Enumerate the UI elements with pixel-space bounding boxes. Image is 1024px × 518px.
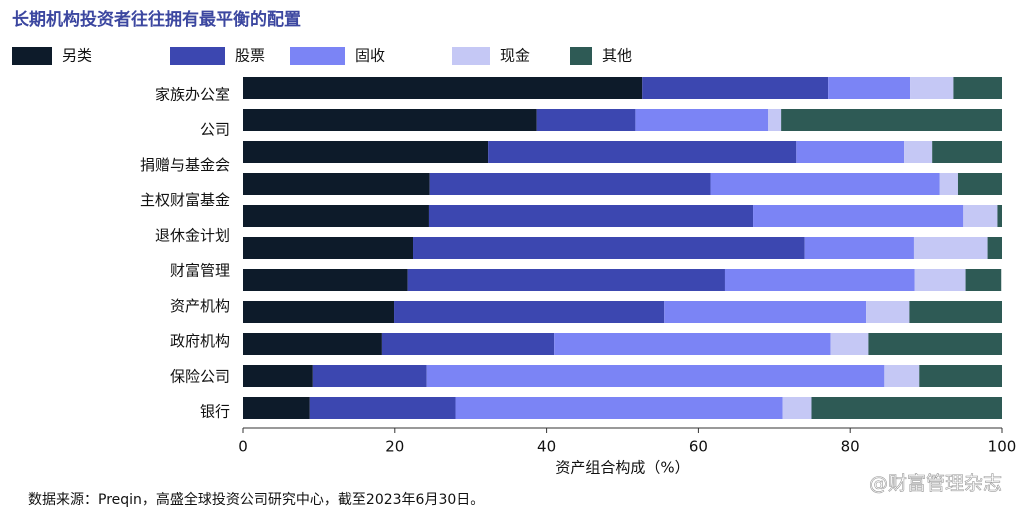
bar-segment — [642, 77, 829, 99]
bar-segment — [554, 333, 831, 355]
x-tick-label: 60 — [689, 438, 708, 456]
watermark: @财富管理杂志 — [869, 473, 1002, 495]
bar-segment — [426, 365, 885, 387]
legend-label: 股票 — [235, 47, 265, 65]
legend-swatch — [170, 47, 225, 65]
bar-segment — [868, 333, 1002, 355]
bar-segment — [243, 173, 430, 195]
bar-segment — [866, 301, 910, 323]
bar-segment — [243, 397, 310, 419]
x-tick-label: 40 — [537, 438, 556, 456]
bar-segment — [488, 141, 797, 163]
bar-segment — [910, 77, 954, 99]
y-tick-label: 公司 — [200, 121, 230, 139]
bar-segment — [243, 205, 429, 227]
bar-segment — [953, 77, 1002, 99]
bar-segment — [635, 109, 769, 131]
bar-segment — [919, 365, 1002, 387]
bar-segment — [243, 269, 408, 291]
bar-segment — [932, 141, 1002, 163]
source: 数据来源：Preqin，高盛全球投资公司研究中心，截至2023年6月30日。 — [28, 491, 484, 508]
y-tick-label: 家族办公室 — [155, 86, 230, 104]
bar-segment — [768, 109, 782, 131]
legend-swatch — [290, 47, 345, 65]
bar-segment — [909, 301, 1002, 323]
bar-segment — [243, 141, 489, 163]
bar-segment — [963, 205, 998, 227]
bar-segment — [536, 109, 636, 131]
legend-label: 现金 — [500, 47, 530, 65]
bar-segment — [429, 173, 711, 195]
legend-swatch — [12, 47, 52, 65]
bar-segment — [394, 301, 665, 323]
bar-segment — [664, 301, 867, 323]
bar-segment — [407, 269, 725, 291]
x-axis-label: 资产组合构成（%） — [555, 459, 689, 477]
bar-segment — [243, 77, 643, 99]
bar-segment — [957, 173, 1002, 195]
y-tick-label: 资产机构 — [170, 297, 230, 315]
bar-segment — [811, 397, 1002, 419]
bar-segment — [914, 269, 966, 291]
bar-segment — [455, 397, 783, 419]
y-tick-label: 保险公司 — [170, 367, 230, 385]
bar-segment — [939, 173, 958, 195]
x-tick-label: 100 — [988, 438, 1017, 456]
bar-segment — [782, 397, 812, 419]
y-tick-label: 政府机构 — [170, 332, 230, 350]
bar-segment — [913, 237, 988, 259]
bar-segment — [781, 109, 1002, 131]
bar-segment — [965, 269, 1002, 291]
bar-segment — [884, 365, 920, 387]
y-tick-label: 财富管理 — [170, 262, 230, 280]
bar-segment — [243, 365, 313, 387]
bar-segment — [243, 333, 382, 355]
legend-swatch — [452, 47, 490, 65]
x-tick-label: 0 — [238, 438, 248, 456]
bar-segment — [243, 109, 537, 131]
x-tick-label: 20 — [385, 438, 404, 456]
x-tick-label: 80 — [841, 438, 860, 456]
bar-segment — [312, 365, 427, 387]
bar-segment — [428, 205, 754, 227]
legend-label: 固收 — [355, 47, 385, 65]
y-tick-label: 捐赠与基金会 — [140, 156, 230, 174]
legend-swatch — [570, 47, 592, 65]
bar-segment — [243, 237, 414, 259]
bar-segment — [753, 205, 964, 227]
bar-segment — [710, 173, 940, 195]
bar-segment — [309, 397, 456, 419]
y-tick-label: 银行 — [200, 403, 230, 421]
bar-segment — [904, 141, 933, 163]
chart-title: 长期机构投资者往往拥有最平衡的配置 — [12, 9, 301, 30]
bar-segment — [804, 237, 914, 259]
bar-segment — [413, 237, 805, 259]
bar-segment — [796, 141, 905, 163]
y-tick-label: 主权财富基金 — [140, 191, 230, 209]
bar-segment — [830, 333, 869, 355]
legend-label: 另类 — [62, 47, 92, 65]
bar-segment — [381, 333, 555, 355]
bar-segment — [987, 237, 1002, 259]
legend-label: 其他 — [602, 47, 632, 65]
bar-segment — [724, 269, 915, 291]
bar-segment — [243, 301, 395, 323]
bar-segment — [828, 77, 911, 99]
y-tick-label: 退休金计划 — [155, 226, 230, 244]
bar-segment — [997, 205, 1002, 227]
